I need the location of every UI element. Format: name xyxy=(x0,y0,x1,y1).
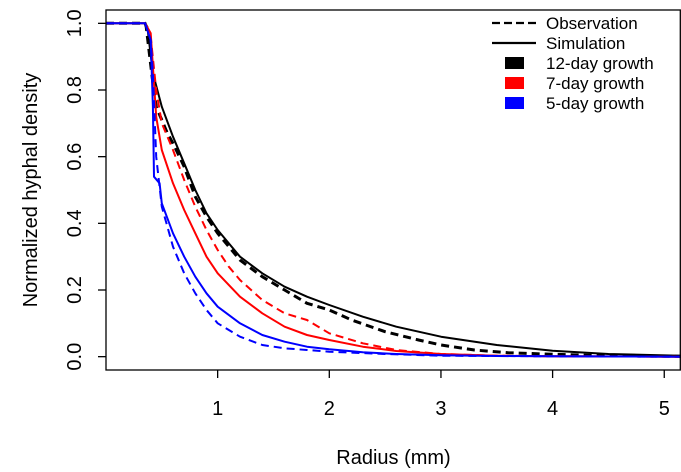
legend-label: 7-day growth xyxy=(546,74,644,93)
series-line-2 xyxy=(106,22,681,357)
x-axis: 1 2 3 4 5 xyxy=(212,370,670,420)
y-tick-label: 0.8 xyxy=(64,76,86,104)
x-axis-title: Radius (mm) xyxy=(336,447,450,469)
y-tick-label: 0.2 xyxy=(64,276,86,304)
series-line-5 xyxy=(106,22,681,358)
legend-color-swatch xyxy=(505,57,524,69)
x-tick-label: 2 xyxy=(324,398,335,420)
series-layer xyxy=(106,21,681,358)
legend-label: Simulation xyxy=(546,34,625,53)
legend-label: Observation xyxy=(546,14,638,33)
plot-frame xyxy=(105,9,681,371)
y-axis: 0.0 0.2 0.4 0.6 0.8 1.0 xyxy=(64,9,106,371)
series-line-4 xyxy=(106,22,681,358)
x-tick-label: 5 xyxy=(659,398,670,420)
series-line-1 xyxy=(106,21,681,358)
legend-label: 12-day growth xyxy=(546,54,654,73)
legend-label: 5-day growth xyxy=(546,94,644,113)
x-tick-label: 4 xyxy=(547,398,558,420)
legend-color-swatch xyxy=(505,77,524,89)
y-axis-title: Normalized hyphal density xyxy=(20,73,42,308)
series-line-6 xyxy=(106,22,681,358)
x-tick-label: 1 xyxy=(212,398,223,420)
y-tick-label: 0.0 xyxy=(64,343,86,371)
legend-color-swatch xyxy=(505,97,524,109)
y-tick-label: 0.6 xyxy=(64,143,86,171)
y-tick-label: 1.0 xyxy=(64,9,86,37)
y-tick-label: 0.4 xyxy=(64,209,86,237)
x-tick-label: 3 xyxy=(435,398,446,420)
